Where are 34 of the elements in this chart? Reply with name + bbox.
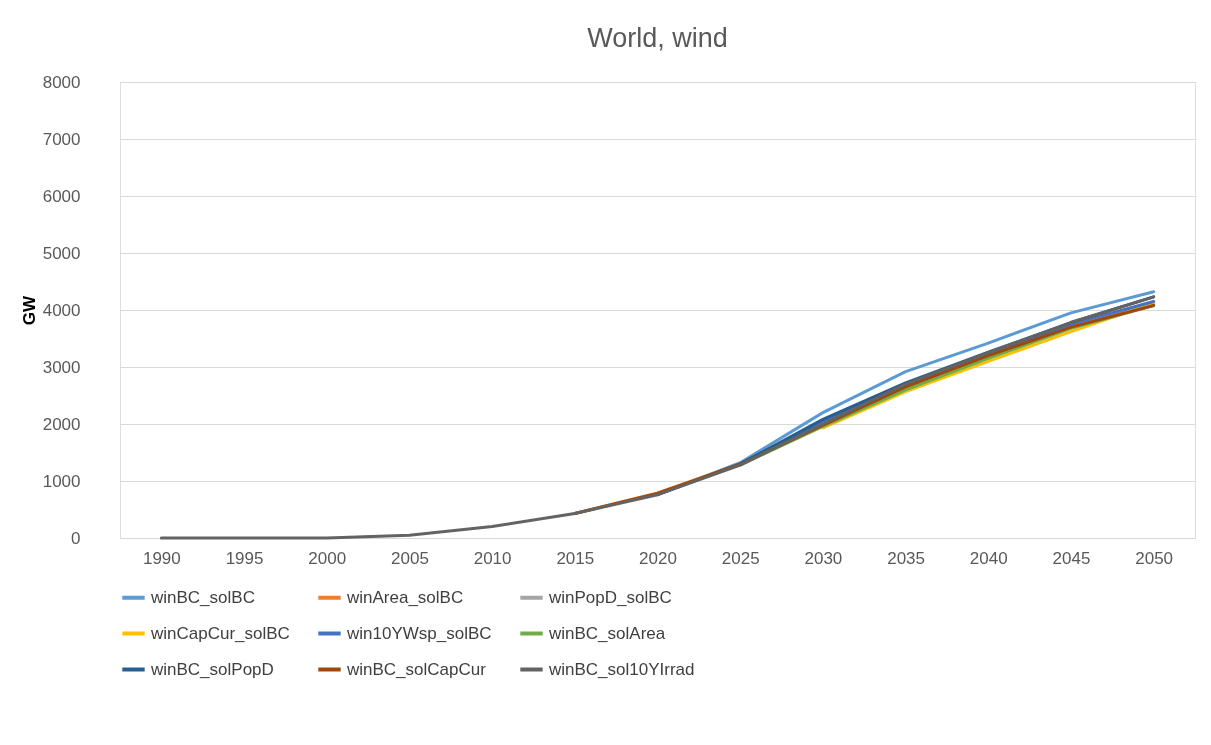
legend-label: winBC_sol10YIrrad: [548, 659, 695, 679]
legend-label: winBC_solCapCur: [346, 659, 487, 679]
y-tick-label: 6000: [42, 186, 81, 206]
legend-label: winBC_solBC: [150, 587, 255, 607]
legend-label: winArea_solBC: [346, 587, 464, 607]
x-tick-label: 2015: [556, 548, 595, 568]
legend-label: win10YWsp_solBC: [346, 623, 492, 643]
y-tick-label: 1000: [42, 471, 81, 491]
chart-title: World, wind: [587, 23, 728, 53]
y-tick-label: 4000: [42, 300, 81, 320]
y-tick-label: 2000: [42, 414, 81, 434]
x-tick-label: 2000: [308, 548, 347, 568]
y-tick-label: 5000: [42, 243, 81, 263]
legend-label: winCapCur_solBC: [150, 623, 290, 643]
y-tick-label: 7000: [42, 129, 81, 149]
x-tick-label: 2040: [969, 548, 1008, 568]
y-tick-label: 3000: [42, 357, 81, 377]
y-axis-title: GW: [19, 294, 39, 326]
x-tick-label: 1995: [225, 548, 264, 568]
legend-label: winBC_solArea: [548, 623, 666, 643]
legend-label: winPopD_solBC: [548, 587, 672, 607]
x-tick-label: 2025: [721, 548, 760, 568]
x-tick-label: 2050: [1135, 548, 1174, 568]
x-tick-label: 1990: [142, 548, 181, 568]
x-tick-label: 2005: [391, 548, 429, 568]
x-tick-label: 2030: [804, 548, 843, 568]
legend-label: winBC_solPopD: [150, 659, 274, 679]
x-tick-label: 2020: [639, 548, 677, 568]
y-tick-label: 0: [71, 528, 81, 548]
y-tick-label: 8000: [42, 72, 81, 92]
x-tick-label: 2010: [473, 548, 512, 568]
x-tick-label: 2045: [1052, 548, 1091, 568]
line-series: [159, 295, 1156, 540]
x-tick-label: 2035: [887, 548, 925, 568]
